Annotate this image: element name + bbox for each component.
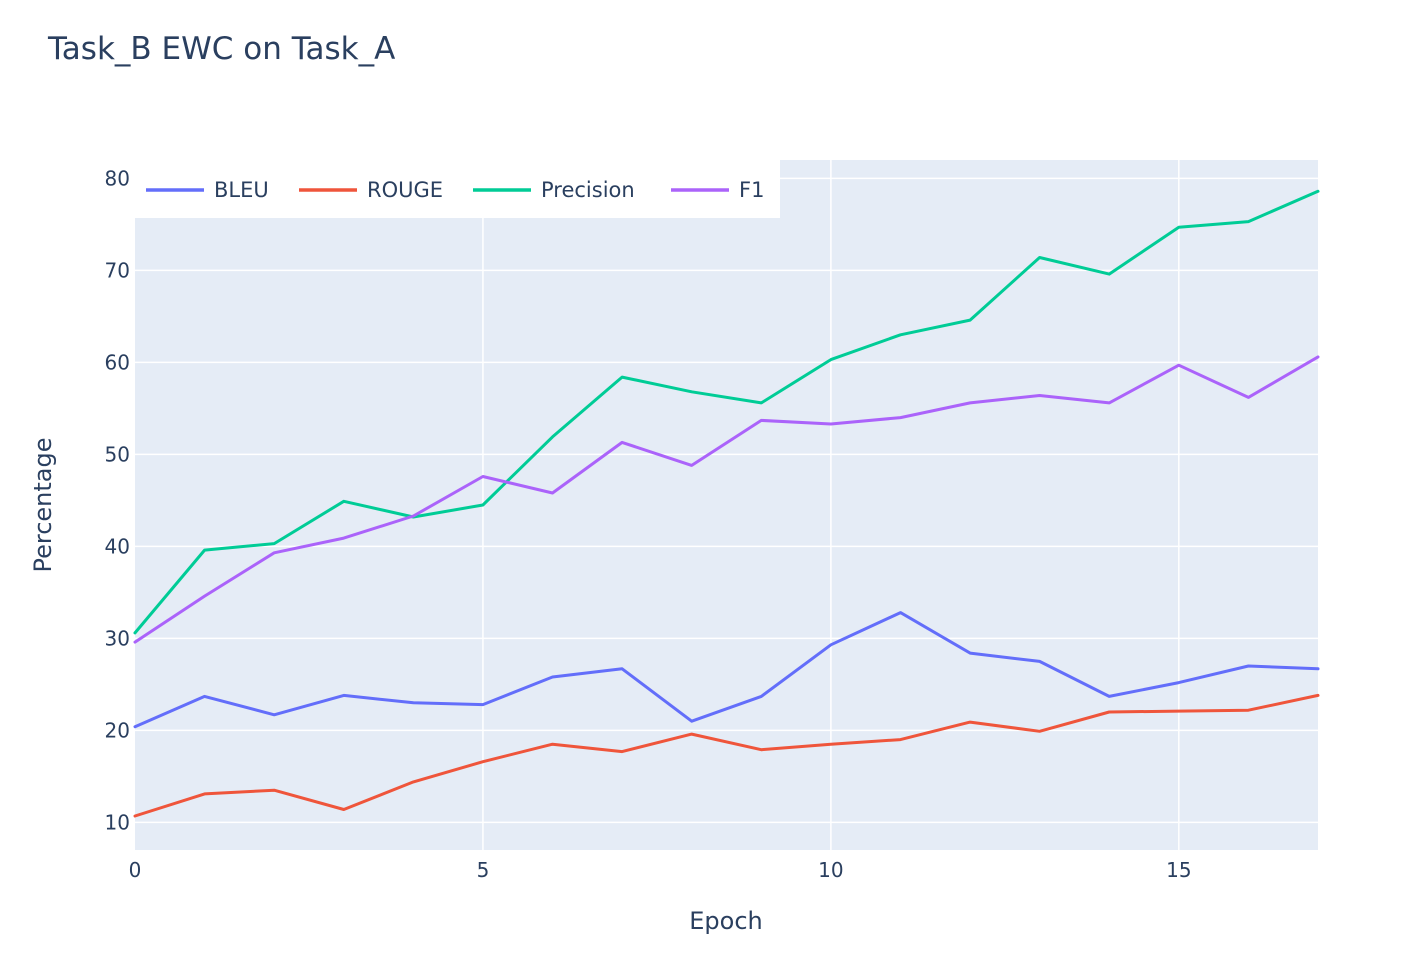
legend-item-rouge: ROUGE [299, 178, 443, 202]
y-tick-label: 30 [105, 626, 130, 650]
legend-item-precision: Precision [473, 178, 635, 202]
x-tick-label: 10 [818, 858, 843, 882]
series-lines [133, 189, 1320, 818]
y-axis-title: Percentage [29, 437, 57, 572]
series-line-rouge [133, 693, 1320, 818]
gridlines [135, 160, 1318, 850]
legend-label: F1 [739, 178, 764, 202]
x-tick-label: 5 [477, 858, 490, 882]
y-axis-ticks: 10 20 30 40 50 60 70 80 [105, 166, 130, 834]
x-tick-label: 0 [129, 858, 142, 882]
y-tick-label: 80 [105, 166, 130, 190]
legend-item-f1: F1 [671, 178, 764, 202]
legend: BLEU ROUGE Precision F1 [135, 160, 780, 218]
x-axis-title: Epoch [689, 907, 763, 935]
y-tick-label: 10 [105, 810, 130, 834]
chart-title: Task_B EWC on Task_A [47, 31, 395, 67]
y-tick-label: 40 [105, 534, 130, 558]
legend-label: ROUGE [367, 178, 443, 202]
y-tick-label: 20 [105, 718, 130, 742]
legend-label: Precision [541, 178, 635, 202]
x-axis-ticks: 0 5 10 15 [129, 858, 1192, 882]
series-line-f1 [133, 355, 1320, 644]
series-line-bleu [133, 611, 1320, 729]
x-tick-label: 15 [1166, 858, 1191, 882]
legend-item-bleu: BLEU [146, 178, 269, 202]
y-tick-label: 60 [105, 350, 130, 374]
series-line-precision [133, 189, 1320, 635]
legend-label: BLEU [214, 178, 269, 202]
y-tick-label: 50 [105, 442, 130, 466]
plot-area [135, 160, 1318, 850]
y-tick-label: 70 [105, 258, 130, 282]
